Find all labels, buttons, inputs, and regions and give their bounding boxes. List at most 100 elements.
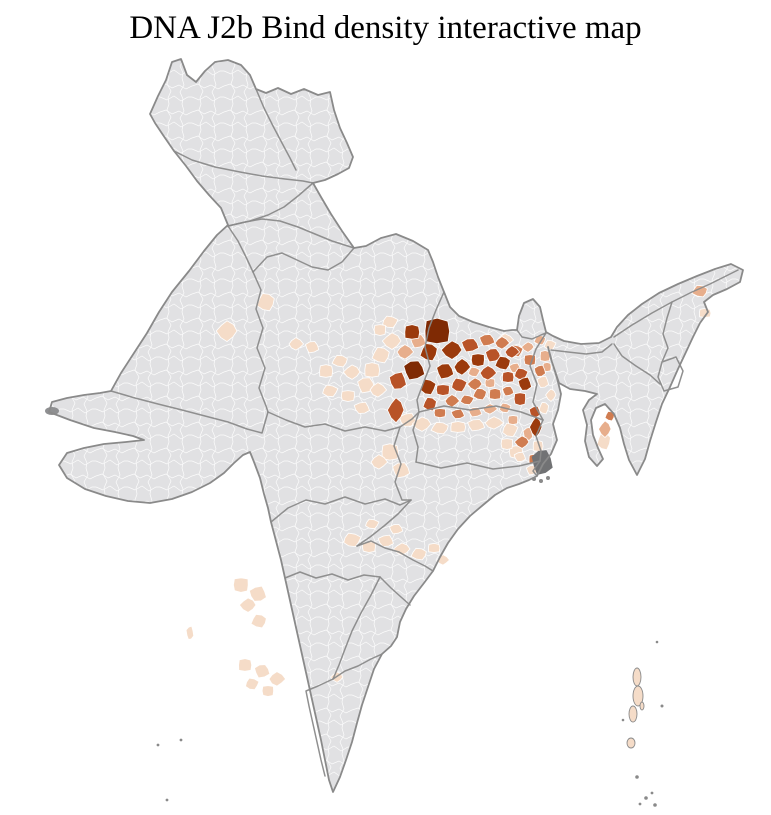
islands-layer[interactable] <box>156 476 664 807</box>
district-density-level-1[interactable] <box>365 518 380 530</box>
district-density-level-1[interactable] <box>389 524 404 535</box>
district-density-level-1[interactable] <box>343 532 362 547</box>
district-density-level-1[interactable] <box>185 625 195 640</box>
island[interactable] <box>626 737 636 749</box>
district-density-level-1[interactable] <box>232 577 249 593</box>
district-density-level-1[interactable] <box>373 324 387 336</box>
district-density-level-1[interactable] <box>268 671 287 687</box>
district-density-level-3[interactable] <box>450 408 465 420</box>
district-density-level-5[interactable] <box>453 358 472 376</box>
district-density-level-2[interactable] <box>598 420 612 438</box>
island[interactable] <box>639 701 645 711</box>
district-density-level-1[interactable] <box>331 354 348 368</box>
district-density-level-4[interactable] <box>451 377 468 393</box>
district-density-level-1[interactable] <box>238 658 253 672</box>
district-density-level-3[interactable] <box>501 385 515 397</box>
district-density-level-4[interactable] <box>435 384 450 396</box>
district-density-level-1[interactable] <box>371 346 390 364</box>
district-density-level-1[interactable] <box>538 401 549 415</box>
district-density-level-1[interactable] <box>353 401 370 414</box>
district-density-level-1[interactable] <box>427 543 441 553</box>
district-density-level-2[interactable] <box>691 284 708 298</box>
district-density-level-2[interactable] <box>396 344 415 360</box>
district-density-level-4[interactable] <box>479 365 498 381</box>
district-density-level-2[interactable] <box>507 415 519 426</box>
district-density-level-4[interactable] <box>501 371 515 383</box>
small-island-dot <box>179 738 183 742</box>
district-density-level-1[interactable] <box>322 384 339 398</box>
district-density-level-3[interactable] <box>488 388 502 400</box>
district-density-level-6[interactable] <box>403 360 426 381</box>
district-density-level-1[interactable] <box>382 315 399 329</box>
district-density-level-3[interactable] <box>533 364 546 377</box>
district-density-level-1[interactable] <box>467 419 486 432</box>
district-density-level-1[interactable] <box>536 375 549 388</box>
district-density-level-1[interactable] <box>411 416 432 432</box>
district-density-level-1[interactable] <box>248 585 267 602</box>
small-island-dot <box>156 743 160 747</box>
district-density-level-4[interactable] <box>461 338 480 353</box>
district-density-level-5[interactable] <box>470 353 485 367</box>
district-density-level-1[interactable] <box>596 432 611 451</box>
district-density-level-1[interactable] <box>340 390 355 402</box>
district-density-level-1[interactable] <box>250 614 267 629</box>
district-density-level-1[interactable] <box>245 677 260 691</box>
district-density-level-1[interactable] <box>377 534 394 547</box>
sundarbans-area[interactable] <box>531 450 553 475</box>
district-density-level-3[interactable] <box>472 387 487 401</box>
district-density-level-2[interactable] <box>542 361 552 372</box>
district-density-level-3[interactable] <box>460 394 475 406</box>
district-density-level-2[interactable] <box>484 378 496 389</box>
district-density-level-4[interactable] <box>422 396 437 412</box>
district-density-level-2[interactable] <box>467 366 481 378</box>
district-density-level-1[interactable] <box>256 293 275 312</box>
district-density-level-3[interactable] <box>444 394 461 408</box>
district-density-level-1[interactable] <box>288 337 305 351</box>
island[interactable] <box>632 667 642 687</box>
district-density-level-1[interactable] <box>364 362 381 378</box>
district-density-level-1[interactable] <box>502 422 519 438</box>
island[interactable] <box>632 685 644 707</box>
district-density-level-4[interactable] <box>386 397 405 424</box>
state-border-line <box>110 390 269 434</box>
rann-marsh-area <box>45 407 59 415</box>
district-density-level-3[interactable] <box>433 408 447 419</box>
district-density-level-1[interactable] <box>215 320 238 343</box>
island[interactable] <box>628 705 638 723</box>
country-outline <box>48 58 744 793</box>
district-density-level-3[interactable] <box>479 334 496 347</box>
district-density-level-5[interactable] <box>517 376 532 391</box>
district-density-level-1[interactable] <box>430 421 449 435</box>
district-density-level-1[interactable] <box>500 438 513 450</box>
small-island-dot <box>165 798 169 802</box>
district-density-level-1[interactable] <box>370 454 389 470</box>
district-density-level-4[interactable] <box>513 392 526 406</box>
district-density-level-5[interactable] <box>436 363 455 380</box>
state-border-line <box>516 329 547 340</box>
district-density-level-1[interactable] <box>545 388 557 402</box>
district-density-level-1[interactable] <box>513 451 526 463</box>
district-density-level-5[interactable] <box>420 378 437 396</box>
district-density-level-3[interactable] <box>514 435 530 449</box>
district-density-level-1[interactable] <box>305 341 320 354</box>
district-density-level-1[interactable] <box>369 382 388 398</box>
district-density-level-1[interactable] <box>381 332 402 350</box>
district-density-level-5[interactable] <box>419 343 438 362</box>
district-density-level-1[interactable] <box>410 547 427 561</box>
district-density-level-5[interactable] <box>529 416 543 439</box>
district-density-level-4[interactable] <box>504 345 520 359</box>
district-density-level-3[interactable] <box>494 336 511 350</box>
district-density-level-1[interactable] <box>319 364 334 378</box>
district-density-level-1[interactable] <box>238 597 257 613</box>
district-density-level-1[interactable] <box>450 421 467 433</box>
district-density-level-4[interactable] <box>388 371 407 390</box>
district-density-level-5[interactable] <box>440 340 463 360</box>
district-density-level-2[interactable] <box>521 341 535 353</box>
district-density-level-5[interactable] <box>494 355 511 371</box>
district-density-level-1[interactable] <box>261 685 275 697</box>
district-density-level-1[interactable] <box>342 364 361 380</box>
district-density-level-1[interactable] <box>484 416 505 430</box>
district-density-level-5[interactable] <box>404 324 421 340</box>
district-density-level-1[interactable] <box>254 664 271 679</box>
